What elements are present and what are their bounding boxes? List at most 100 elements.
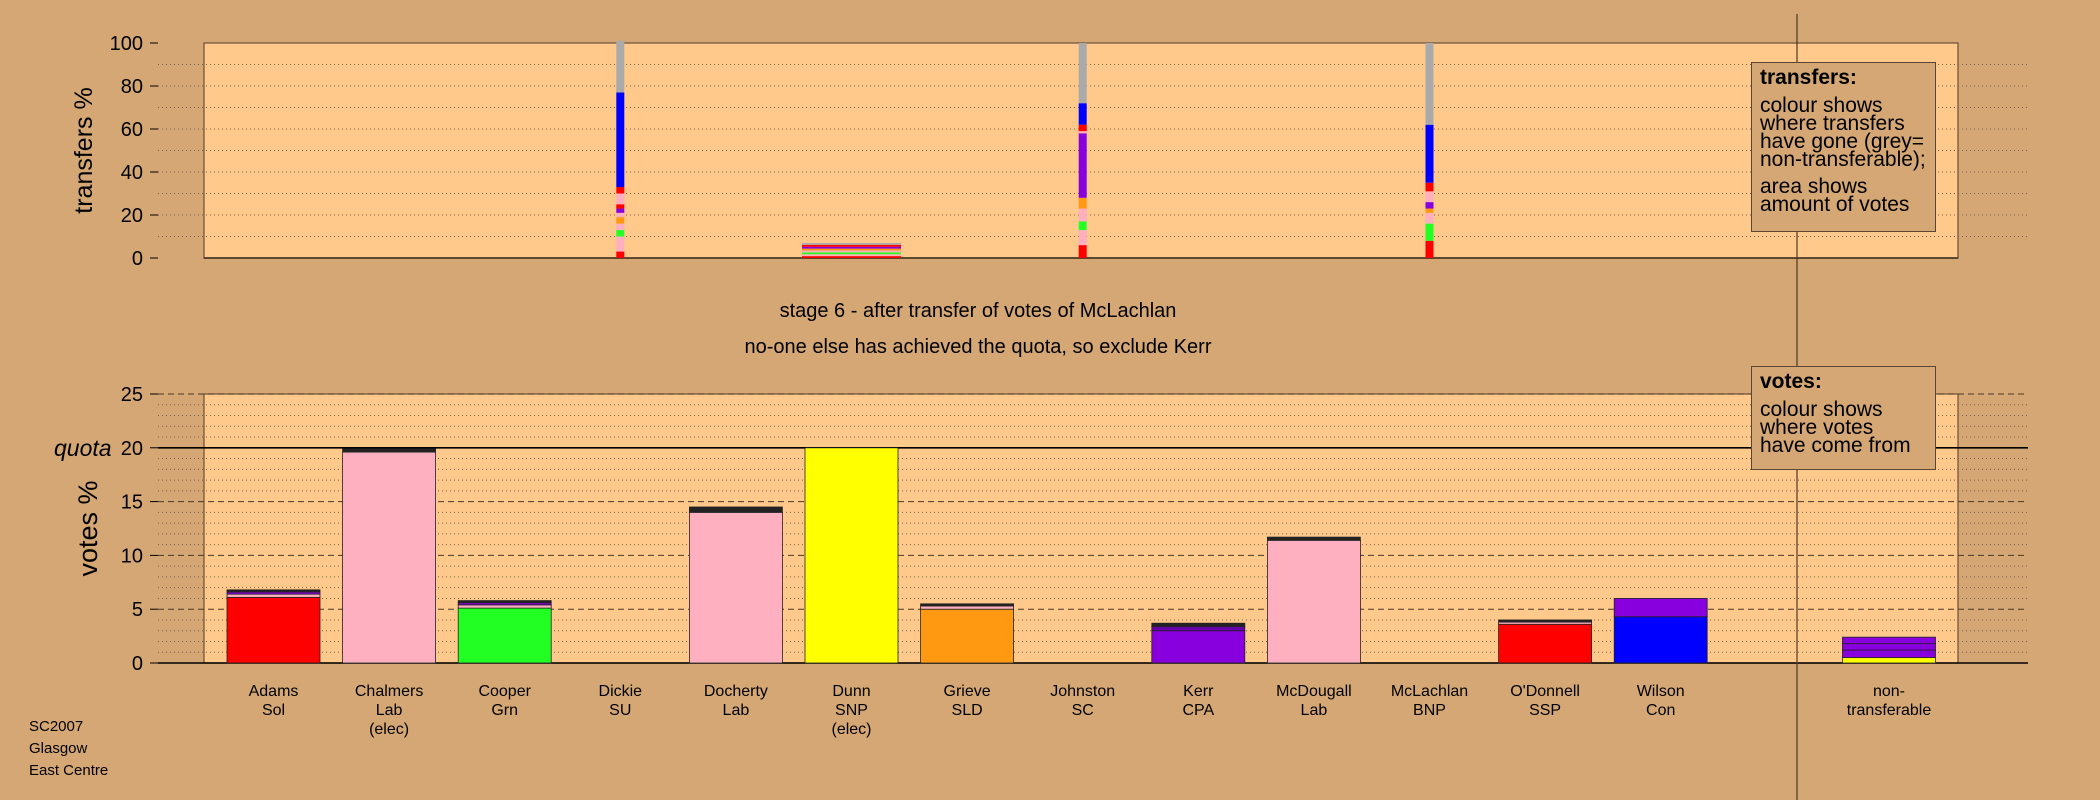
candidate-name: Docherty bbox=[704, 683, 768, 700]
candidate-party: Lab bbox=[1301, 702, 1328, 719]
transfer-segment-johnston bbox=[1078, 103, 1087, 125]
candidate-name: Grieve bbox=[944, 683, 991, 700]
vote-segment-dunn bbox=[804, 447, 899, 664]
transfer-segment-dunn bbox=[802, 256, 901, 258]
vote-segment-kerr bbox=[1151, 626, 1246, 632]
transfer-segment-johnston bbox=[1078, 245, 1087, 258]
transfer-segment-mclachlan bbox=[1425, 212, 1434, 224]
candidate-party: Lab bbox=[723, 702, 750, 719]
vote-segment-wilson bbox=[1613, 598, 1708, 618]
vote-segment-cooper bbox=[457, 604, 552, 609]
candidate-name: Kerr bbox=[1183, 683, 1214, 700]
transfer-segment-dickie bbox=[616, 251, 625, 258]
transfers-tick-label: 0 bbox=[132, 248, 143, 270]
vote-segment-wilson bbox=[1613, 616, 1708, 664]
transfers-tick-label: 60 bbox=[121, 119, 143, 141]
transfers-legend-title: transfers: bbox=[1760, 66, 1857, 89]
votes-legend-line: colour shows bbox=[1760, 398, 1883, 421]
transfer-segment-dickie bbox=[616, 217, 625, 224]
transfer-segment-mclachlan bbox=[1425, 43, 1434, 125]
votes-axis-label: votes % bbox=[73, 480, 103, 576]
transfers-legend-line: where transfers bbox=[1760, 112, 1905, 135]
transfers-tick-label: 80 bbox=[121, 76, 143, 98]
transfer-segment-johnston bbox=[1078, 221, 1087, 231]
vote-segment-odonnell bbox=[1498, 619, 1592, 623]
vote-segment-adams bbox=[226, 596, 321, 664]
transfer-segment-dickie bbox=[616, 40, 625, 93]
transfer-segment-dickie bbox=[616, 193, 625, 205]
footer-ward: East Centre bbox=[29, 762, 109, 779]
vote-segment-cooper bbox=[457, 607, 552, 664]
transfer-segment-mclachlan bbox=[1425, 124, 1434, 183]
candidate-name: Johnston bbox=[1050, 683, 1115, 700]
votes-legend-line: have come from bbox=[1760, 434, 1911, 457]
vote-segment-chalmers bbox=[342, 448, 437, 453]
votes-tick-label: 25 bbox=[121, 384, 143, 406]
transfer-segment-dickie bbox=[616, 204, 625, 209]
vote-segment-grieve bbox=[920, 605, 1014, 610]
transfers-legend-line: amount of votes bbox=[1760, 193, 1910, 216]
candidate-name: Dunn bbox=[832, 683, 870, 700]
footer-election: SC2007 bbox=[29, 718, 84, 735]
candidate-party: Lab bbox=[376, 702, 403, 719]
transfer-segment-johnston bbox=[1078, 197, 1087, 209]
vote-segment-mcdougall bbox=[1267, 536, 1361, 541]
transfer-segment-johnston bbox=[1078, 131, 1087, 134]
transfer-segment-dickie bbox=[616, 223, 625, 231]
transfer-segment-dunn bbox=[802, 244, 901, 247]
candidate-party: SSP bbox=[1529, 702, 1561, 719]
transfer-segment-dunn bbox=[802, 250, 901, 253]
footer-council: Glasgow bbox=[29, 740, 88, 757]
transfer-segment-dickie bbox=[616, 236, 625, 252]
candidate-elected: (elec) bbox=[369, 721, 409, 738]
candidate-name: Wilson bbox=[1637, 683, 1685, 700]
transfer-segment-mclachlan bbox=[1425, 191, 1434, 203]
votes-tick-label: 15 bbox=[121, 492, 143, 514]
transfers-tick-label: 20 bbox=[121, 205, 143, 227]
transfer-segment-dunn bbox=[802, 246, 901, 249]
vote-segment-docherty bbox=[689, 506, 783, 513]
transfer-segment-johnston bbox=[1078, 208, 1087, 222]
transfer-segment-dunn bbox=[802, 248, 901, 251]
candidate-name: Cooper bbox=[478, 683, 531, 700]
transfer-segment-dunn bbox=[802, 242, 901, 245]
vote-segment-odonnell bbox=[1498, 623, 1592, 664]
transfers-axis-label: transfers % bbox=[70, 87, 98, 213]
votes-legend-line: where votes bbox=[1760, 416, 1874, 439]
transfer-segment-dickie bbox=[616, 230, 625, 237]
vote-segment-cooper bbox=[457, 600, 552, 604]
transfer-segment-dunn bbox=[802, 252, 901, 255]
vote-segment-non bbox=[1842, 643, 1936, 651]
transfer-segment-mclachlan bbox=[1425, 223, 1434, 241]
quota-label: quota bbox=[54, 435, 112, 461]
transfer-segment-johnston bbox=[1078, 133, 1087, 198]
transfers-legend-line: area shows bbox=[1760, 175, 1868, 198]
vote-segment-non bbox=[1842, 657, 1936, 664]
vote-segment-kerr bbox=[1151, 622, 1246, 627]
transfers-tick-label: 100 bbox=[110, 33, 143, 55]
transfers-legend-line: have gone (grey= bbox=[1760, 130, 1925, 153]
transfer-segment-dickie bbox=[616, 187, 625, 194]
candidate-party: SLD bbox=[952, 702, 983, 719]
candidate-party: CPA bbox=[1182, 702, 1214, 719]
candidate-party: BNP bbox=[1413, 702, 1446, 719]
candidate-name: Chalmers bbox=[355, 683, 423, 700]
vote-segment-mcdougall bbox=[1267, 539, 1361, 664]
transfer-segment-mclachlan bbox=[1425, 208, 1434, 213]
constituency-footer: SC2007 Glasgow East Centre bbox=[29, 716, 108, 782]
transfer-segment-dunn bbox=[802, 254, 901, 257]
vote-segment-non bbox=[1842, 636, 1936, 645]
candidate-name: McLachlan bbox=[1391, 683, 1468, 700]
candidate-party: transferable bbox=[1847, 702, 1932, 719]
votes-tick-label: 20 bbox=[121, 438, 143, 460]
candidate-party: Con bbox=[1646, 702, 1675, 719]
transfers-tick-label: 40 bbox=[121, 162, 143, 184]
transfer-segment-dickie bbox=[616, 208, 625, 213]
stage-title: stage 6 - after transfer of votes of McL… bbox=[779, 300, 1177, 322]
transfer-segment-mclachlan bbox=[1425, 202, 1434, 209]
transfer-segment-dickie bbox=[616, 92, 625, 188]
transfers-legend-line: colour shows bbox=[1760, 94, 1883, 117]
transfer-segment-mclachlan bbox=[1425, 182, 1434, 192]
votes-legend-title: votes: bbox=[1760, 370, 1822, 393]
candidate-name: McDougall bbox=[1276, 683, 1352, 700]
